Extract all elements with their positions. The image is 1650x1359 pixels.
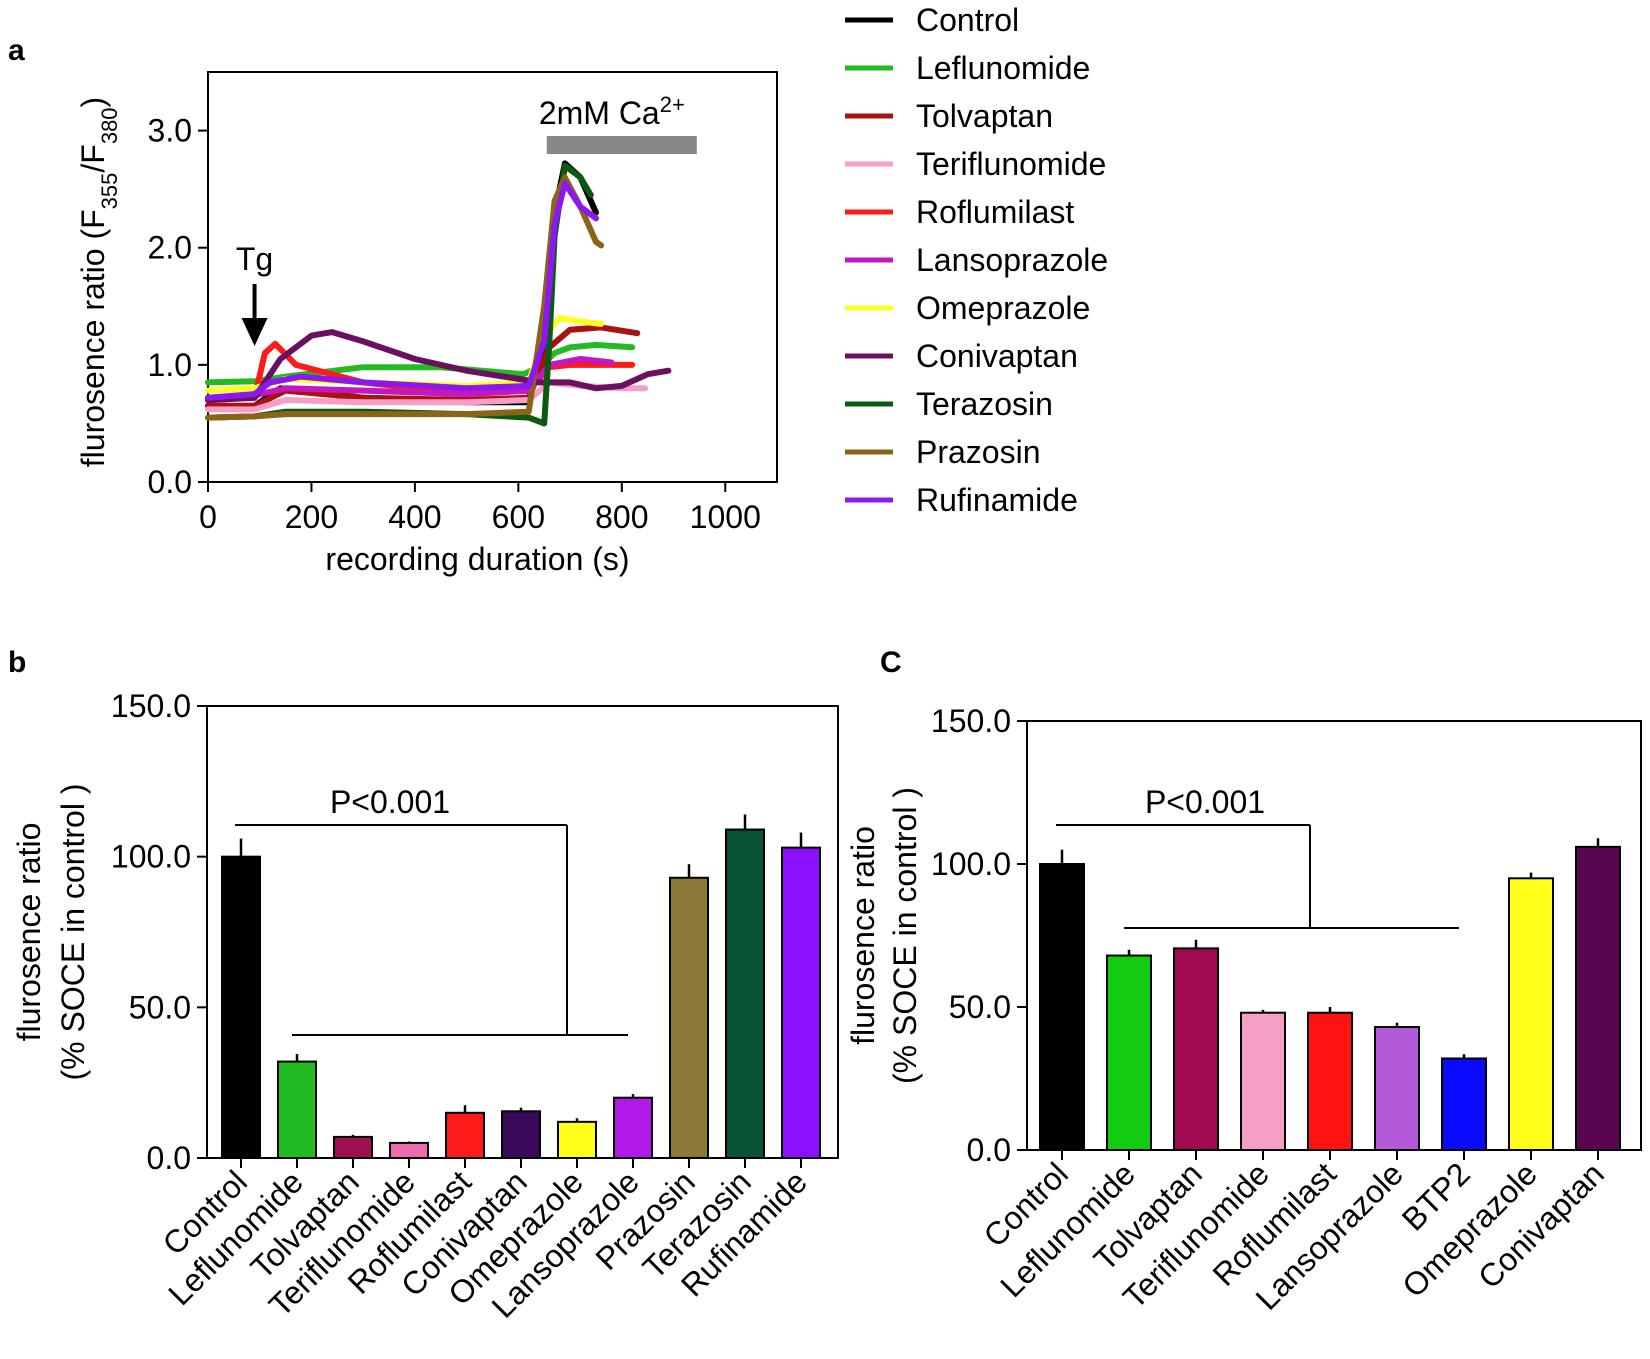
panel-c-significance-label: P<0.001 bbox=[1145, 784, 1265, 820]
legend-label-omeprazole: Omeprazole bbox=[916, 290, 1090, 326]
legend-label-prazosin: Prazosin bbox=[916, 434, 1041, 470]
bar-roflumilast bbox=[1307, 1011, 1353, 1151]
bar-lansoprazole bbox=[1374, 1026, 1420, 1152]
panel-b-y-tick-label: 0.0 bbox=[147, 1140, 191, 1176]
legend-label-roflumilast: Roflumilast bbox=[916, 194, 1074, 230]
panel-a-plot-area: 0 200 400 600 800 1000 0.0 1.0 2.0 3.0 bbox=[148, 71, 778, 535]
panel-c-y-axis-label-line2: (% SOCE in control ) bbox=[887, 787, 923, 1084]
panel-a-x-tick-label: 0 bbox=[199, 499, 217, 535]
legend-label-control: Control bbox=[916, 2, 1019, 38]
panel-a-letter: a bbox=[8, 34, 25, 67]
panel-c-plot-area: 0.050.0100.0150.0ControlLeflunomideTolva… bbox=[931, 703, 1642, 1317]
panel-a-y-tick-label: 2.0 bbox=[148, 230, 192, 266]
panel-b-y-tick-label: 50.0 bbox=[129, 989, 191, 1025]
bar-control bbox=[1039, 863, 1085, 1151]
panel-b: b 0.050.0100.0150.0ControlLeflunomideTol… bbox=[8, 646, 839, 1325]
bar-btp2 bbox=[1441, 1057, 1487, 1151]
bar-teriflunomide bbox=[389, 1141, 429, 1160]
legend-label-lansoprazole: Lansoprazole bbox=[916, 242, 1108, 278]
panel-b-plot-area: 0.050.0100.0150.0ControlLeflunomideTolva… bbox=[111, 688, 839, 1325]
panel-a-x-axis-label: recording duration (s) bbox=[325, 541, 629, 577]
panel-c-letter: C bbox=[880, 646, 902, 679]
panel-a-y-tick-label: 1.0 bbox=[148, 347, 192, 383]
series-line-conivaptan bbox=[205, 329, 672, 403]
panel-a: a 0 200 400 600 800 1000 0.0 1.0 2.0 3.0 recordin… bbox=[8, 2, 1108, 577]
panel-a-legend: Control Leflunomide Tolvaptan Teriflunomide… bbox=[845, 2, 1108, 518]
panel-a-x-tick-label: 600 bbox=[492, 499, 545, 535]
panel-a-calcium-annotation: 2mM Ca2+ bbox=[539, 92, 685, 132]
panel-b-y-tick-label: 100.0 bbox=[111, 839, 191, 875]
bar-leflunomide bbox=[277, 1060, 317, 1160]
bar-teriflunomide bbox=[1240, 1011, 1286, 1151]
panel-c: C 0.050.0100.0150.0ControlLeflunomideTol… bbox=[845, 646, 1642, 1317]
legend-label-leflunomide: Leflunomide bbox=[916, 50, 1090, 86]
panel-a-y-tick-label: 0.0 bbox=[148, 464, 192, 500]
series-line-lansoprazole bbox=[205, 356, 615, 401]
bar-omeprazole bbox=[1508, 877, 1554, 1151]
panel-b-y-axis-label-line2: (% SOCE in control ) bbox=[55, 784, 91, 1081]
panel-b-letter: b bbox=[8, 646, 26, 679]
bar-terazosin bbox=[725, 828, 765, 1160]
series-line-rufinamide bbox=[205, 180, 599, 401]
panel-c-y-tick-label: 0.0 bbox=[967, 1132, 1011, 1168]
series-line-leflunomide bbox=[205, 341, 636, 386]
panel-a-axes-frame bbox=[207, 71, 778, 483]
legend-label-rufinamide: Rufinamide bbox=[916, 482, 1078, 518]
bar-leflunomide bbox=[1106, 954, 1152, 1152]
panel-a-calcium-bar bbox=[546, 136, 697, 154]
bar-prazosin bbox=[669, 876, 709, 1159]
panel-b-y-axis-label-line1: flurosence ratio bbox=[11, 823, 47, 1042]
panel-a-x-tick-label: 400 bbox=[388, 499, 441, 535]
bar-conivaptan bbox=[1575, 845, 1621, 1152]
bar-omeprazole bbox=[557, 1120, 597, 1159]
panel-a-x-tick-label: 1000 bbox=[690, 499, 761, 535]
panel-a-tg-annotation: Tg bbox=[236, 241, 273, 277]
bar-tolvaptan bbox=[333, 1135, 373, 1159]
bar-control bbox=[221, 855, 261, 1160]
panel-c-y-tick-label: 100.0 bbox=[931, 846, 1011, 882]
bar-lansoprazole bbox=[613, 1096, 653, 1159]
panel-a-y-tick-label: 3.0 bbox=[148, 113, 192, 149]
panel-a-x-tick-label: 800 bbox=[595, 499, 648, 535]
legend-label-teriflunomide: Teriflunomide bbox=[916, 146, 1106, 182]
panel-b-significance-label: P<0.001 bbox=[330, 784, 450, 820]
legend-label-conivaptan: Conivaptan bbox=[916, 338, 1078, 374]
panel-c-y-axis-label-line1: flurosence ratio bbox=[845, 826, 881, 1045]
legend-label-tolvaptan: Tolvaptan bbox=[916, 98, 1053, 134]
bar-tolvaptan bbox=[1173, 947, 1219, 1151]
panel-a-x-tick-label: 200 bbox=[285, 499, 338, 535]
bar-rufinamide bbox=[781, 846, 821, 1159]
panel-c-y-tick-label: 50.0 bbox=[949, 989, 1011, 1025]
bar-roflumilast bbox=[445, 1111, 485, 1160]
legend-label-terazosin: Terazosin bbox=[916, 386, 1053, 422]
panel-a-y-axis-label: flurosence ratio (F355/F380) bbox=[75, 97, 122, 467]
panel-a-tg-arrow-head bbox=[241, 318, 268, 346]
panel-c-y-tick-label: 150.0 bbox=[931, 703, 1011, 739]
panel-b-y-tick-label: 150.0 bbox=[111, 688, 191, 724]
bar-conivaptan bbox=[501, 1110, 541, 1159]
